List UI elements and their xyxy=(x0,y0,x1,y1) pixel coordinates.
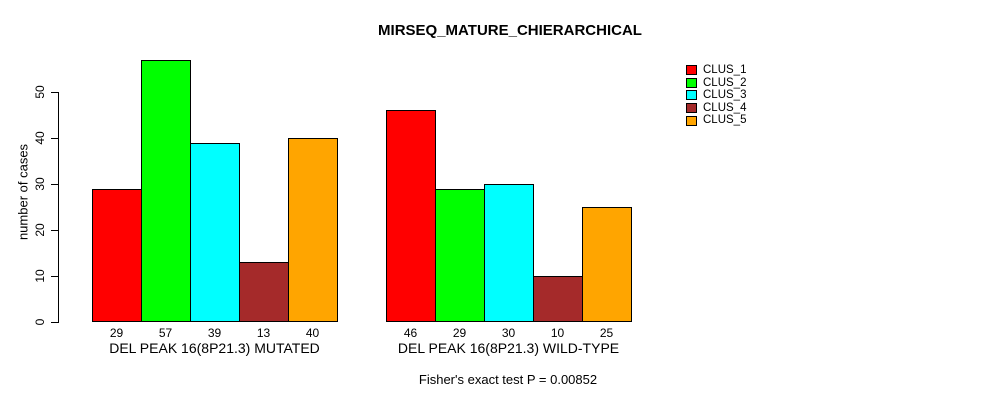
y-axis-tick xyxy=(51,92,58,93)
bar-clus_4-group1 xyxy=(239,262,289,322)
bar-clus_2-group2 xyxy=(435,188,485,322)
y-axis-tick-label: 20 xyxy=(33,223,47,237)
x-group-label: DEL PEAK 16(8P21.3) WILD-TYPE xyxy=(397,340,620,356)
bar-clus_5-group2 xyxy=(582,207,632,322)
y-axis-tick-label: 10 xyxy=(33,269,47,283)
y-axis-tick-label: 0 xyxy=(33,318,47,326)
legend-label: CLUS_4 xyxy=(703,101,747,114)
bar-value-label: 29 xyxy=(452,326,467,340)
legend-row: CLUS_5 xyxy=(686,114,746,127)
y-axis-tick-label: 50 xyxy=(33,85,47,99)
bar-value-label: 25 xyxy=(599,326,614,340)
legend-swatch-clus_2 xyxy=(686,77,697,88)
bar-clus_1-group1 xyxy=(92,188,142,322)
legend-label: CLUS_2 xyxy=(703,76,747,89)
bar-value-label: 29 xyxy=(109,326,124,340)
legend-label: CLUS_1 xyxy=(703,64,747,76)
legend-swatch-clus_1 xyxy=(686,65,697,76)
bar-value-label: 13 xyxy=(256,326,271,340)
legend-label: CLUS_3 xyxy=(703,89,747,102)
legend-row: CLUS_3 xyxy=(686,89,746,102)
chart-title: MIRSEQ_MATURE_CHIERARCHICAL xyxy=(378,22,642,39)
y-axis-line xyxy=(58,92,59,323)
legend-row: CLUS_1 xyxy=(686,64,746,77)
bar-clus_1-group2 xyxy=(386,110,436,322)
legend-swatch-clus_3 xyxy=(686,90,697,101)
bar-value-label: 57 xyxy=(158,326,173,340)
legend-swatch-clus_5 xyxy=(686,115,697,126)
legend-row: CLUS_4 xyxy=(686,102,746,115)
bar-value-label: 10 xyxy=(550,326,565,340)
bar-value-label: 46 xyxy=(403,326,418,340)
y-axis-tick xyxy=(51,230,58,231)
bar-clus_4-group2 xyxy=(533,276,583,322)
y-axis-tick-label: 40 xyxy=(33,131,47,145)
bar-value-label: 30 xyxy=(501,326,516,340)
x-group-label: DEL PEAK 16(8P21.3) MUTATED xyxy=(109,340,320,356)
y-axis-tick-label: 30 xyxy=(33,177,47,191)
y-axis-tick xyxy=(51,276,58,277)
y-axis-tick xyxy=(51,184,58,185)
bar-clus_2-group1 xyxy=(141,59,191,322)
legend: CLUS_1 CLUS_2 CLUS_3 CLUS_4 CLUS_5 xyxy=(686,64,746,127)
legend-label: CLUS_5 xyxy=(703,114,747,127)
bar-clus_5-group1 xyxy=(288,138,338,322)
bar-clus_3-group2 xyxy=(484,184,534,322)
y-axis-tick xyxy=(51,138,58,139)
bar-value-label: 39 xyxy=(207,326,222,340)
legend-swatch-clus_4 xyxy=(686,103,697,114)
bar-value-label: 40 xyxy=(305,326,320,340)
legend-row: CLUS_2 xyxy=(686,77,746,90)
y-axis-label: number of cases xyxy=(15,143,31,241)
bar-clus_3-group1 xyxy=(190,142,240,322)
y-axis-tick xyxy=(51,322,58,323)
fisher-test-annotation: Fisher's exact test P = 0.00852 xyxy=(418,372,598,387)
